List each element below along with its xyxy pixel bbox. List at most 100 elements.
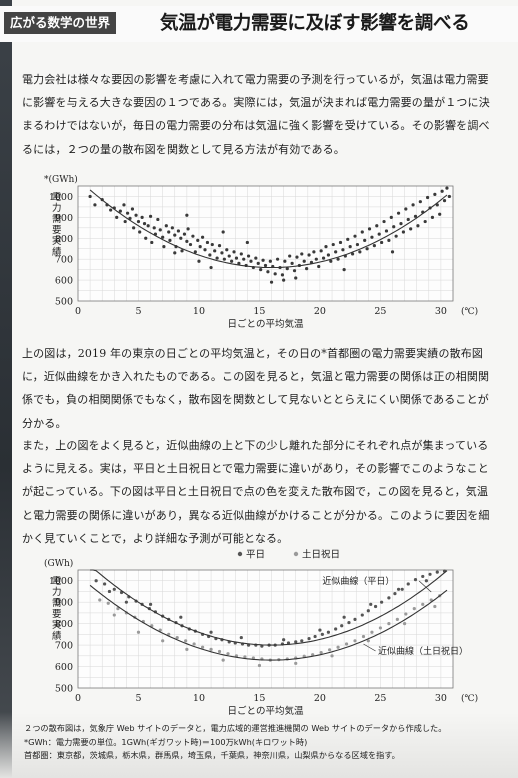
data-point <box>368 227 371 230</box>
data-point <box>218 650 221 653</box>
data-point <box>347 621 350 624</box>
data-point <box>189 243 192 246</box>
data-point <box>346 238 349 241</box>
background-edge <box>0 0 12 778</box>
data-point <box>433 605 436 608</box>
data-point <box>387 622 390 625</box>
data-point <box>341 248 344 251</box>
data-point <box>404 207 407 210</box>
data-point <box>399 222 402 225</box>
data-point <box>345 642 348 645</box>
data-point <box>216 257 219 260</box>
data-point <box>395 235 398 238</box>
data-point <box>428 573 431 576</box>
paragraph-chart-explanation: 上の図は，2019 年の東京の日ごとの平均気温と，その日の*首都圏の電力需要実績… <box>22 342 498 435</box>
data-point <box>93 203 96 206</box>
data-point <box>448 195 451 198</box>
data-point <box>294 276 297 279</box>
data-point <box>445 186 448 189</box>
x-tick-label: 30 <box>435 306 447 317</box>
x-tick-label: 0 <box>75 306 81 317</box>
x-tick-label: 30 <box>435 693 447 704</box>
plot-area <box>78 570 453 688</box>
data-point <box>443 199 446 202</box>
data-point <box>370 236 373 239</box>
data-point <box>295 255 298 258</box>
x-axis-label: 日ごとの平均気温 <box>228 705 304 716</box>
data-point <box>222 659 225 662</box>
data-point <box>293 269 296 272</box>
data-point <box>258 664 261 667</box>
data-point <box>353 618 356 621</box>
data-point <box>332 243 335 246</box>
data-point <box>201 236 204 239</box>
data-point <box>425 579 428 582</box>
data-point <box>132 226 135 229</box>
data-point <box>370 631 373 634</box>
footnote-gwh-unit: *GWh：電力需要の単位。1GWh(ギガワット時)＝100万kWh(キロワット時… <box>24 736 514 750</box>
y-unit-label: (GWh) <box>44 558 73 569</box>
data-point <box>137 220 140 223</box>
data-point <box>409 227 412 230</box>
data-point <box>401 588 404 591</box>
data-point <box>240 252 243 255</box>
x-axis-label: 日ごとの平均気温 <box>228 318 304 330</box>
data-point <box>320 249 323 252</box>
data-point <box>249 260 252 263</box>
data-point <box>349 245 352 248</box>
data-point <box>226 652 229 655</box>
legend-marker <box>294 552 298 556</box>
data-point <box>380 241 383 244</box>
data-point <box>126 212 129 215</box>
data-point <box>211 243 214 246</box>
x-tick-label: 0 <box>75 693 81 704</box>
data-point <box>379 626 382 629</box>
data-point <box>334 627 337 630</box>
data-point <box>197 260 200 263</box>
x-tick-label: 20 <box>314 306 326 317</box>
data-point <box>343 616 346 619</box>
data-point <box>403 622 406 625</box>
data-point <box>228 254 231 257</box>
data-point <box>313 635 316 638</box>
data-point <box>283 260 286 263</box>
data-point <box>404 612 407 615</box>
data-point <box>294 640 297 643</box>
data-point <box>242 258 245 261</box>
data-point <box>264 264 267 267</box>
data-point <box>436 571 439 574</box>
data-point <box>173 234 176 237</box>
data-point <box>307 637 310 640</box>
data-point <box>156 218 159 221</box>
data-point <box>261 259 264 262</box>
x-tick-label: 25 <box>374 306 386 317</box>
data-point <box>149 215 152 218</box>
data-point <box>303 260 306 263</box>
data-point <box>167 230 170 233</box>
data-point <box>266 270 269 273</box>
data-point <box>144 237 147 240</box>
data-point <box>196 239 199 242</box>
data-point <box>203 248 206 251</box>
data-point <box>220 251 223 254</box>
data-point <box>334 250 337 253</box>
data-point <box>193 642 196 645</box>
y-tick-label: 600 <box>55 276 73 287</box>
data-point <box>441 190 444 193</box>
data-point <box>254 257 257 260</box>
data-point <box>361 613 364 616</box>
y-unit-label: *(GWh) <box>44 174 78 185</box>
x-unit-label: (℃) <box>461 693 478 704</box>
data-point <box>305 267 308 270</box>
y-axis-label: 電力需要実績 <box>52 192 62 258</box>
y-tick-label: 700 <box>55 641 73 652</box>
data-point <box>173 251 176 254</box>
data-point <box>375 224 378 227</box>
data-point <box>414 578 417 581</box>
data-point <box>232 250 235 253</box>
data-point <box>378 232 381 235</box>
legend-label: 平日 <box>246 550 265 561</box>
data-point <box>402 230 405 233</box>
data-point <box>397 588 400 591</box>
data-point <box>141 216 144 219</box>
